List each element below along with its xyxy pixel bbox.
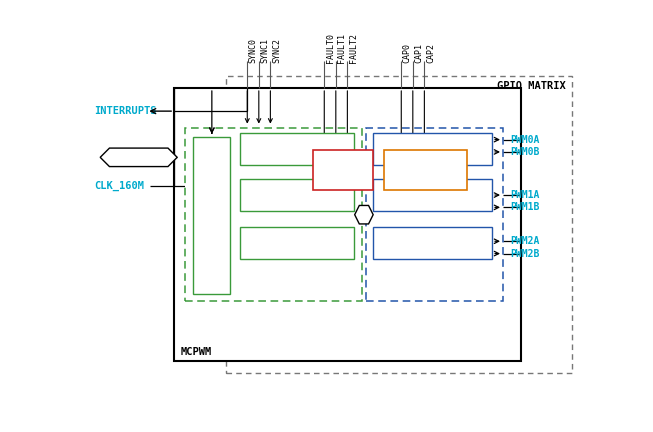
Text: TIMER 0: TIMER 0	[275, 144, 319, 154]
Text: PWM1A: PWM1A	[511, 190, 540, 200]
Text: OPERATOR 1: OPERATOR 1	[401, 190, 464, 200]
Bar	[240, 179, 353, 211]
Text: CAP2: CAP2	[426, 43, 435, 63]
Bar	[193, 137, 231, 294]
Text: PWM1B: PWM1B	[511, 202, 540, 213]
Text: FAULT1: FAULT1	[338, 33, 346, 63]
Text: PWM0A: PWM0A	[511, 135, 540, 145]
Text: CLK_160M: CLK_160M	[94, 181, 144, 191]
Bar	[373, 133, 492, 165]
Bar	[240, 227, 353, 259]
Text: INTERRUPTS: INTERRUPTS	[94, 106, 157, 116]
Bar	[373, 227, 492, 259]
Bar	[366, 128, 503, 302]
Text: CLOCK
PRESCALER: CLOCK PRESCALER	[202, 191, 221, 240]
Bar	[240, 133, 353, 165]
Text: CAP0: CAP0	[403, 43, 412, 63]
Text: FAULT2: FAULT2	[349, 33, 358, 63]
Text: MCPWM: MCPWM	[180, 347, 212, 357]
Text: TIMER 2: TIMER 2	[275, 238, 319, 248]
Text: SYNC1: SYNC1	[261, 38, 269, 63]
Text: PWM0B: PWM0B	[511, 147, 540, 157]
Text: PWM2A: PWM2A	[511, 236, 540, 246]
Text: SYNC2: SYNC2	[272, 38, 281, 63]
Text: OPERATOR 2: OPERATOR 2	[401, 238, 464, 248]
Text: TIMER 1: TIMER 1	[275, 190, 319, 200]
Bar	[313, 149, 373, 190]
Text: FAULT
DETECT: FAULT DETECT	[324, 159, 362, 181]
Bar	[185, 128, 362, 302]
Polygon shape	[355, 206, 373, 224]
Text: FAULT0: FAULT0	[326, 33, 335, 63]
Text: GPIO MATRIX: GPIO MATRIX	[498, 81, 566, 91]
Text: APB BUS: APB BUS	[118, 152, 159, 162]
Bar	[226, 76, 572, 373]
Bar	[373, 179, 492, 211]
Text: OPERATOR 0: OPERATOR 0	[401, 144, 464, 154]
Polygon shape	[100, 148, 177, 167]
Text: SYNC0: SYNC0	[249, 38, 258, 63]
Text: PWM2B: PWM2B	[511, 248, 540, 259]
Text: CAP1: CAP1	[415, 43, 423, 63]
Bar	[383, 149, 467, 190]
Bar	[174, 88, 520, 362]
Text: CAPTURE: CAPTURE	[404, 165, 447, 175]
